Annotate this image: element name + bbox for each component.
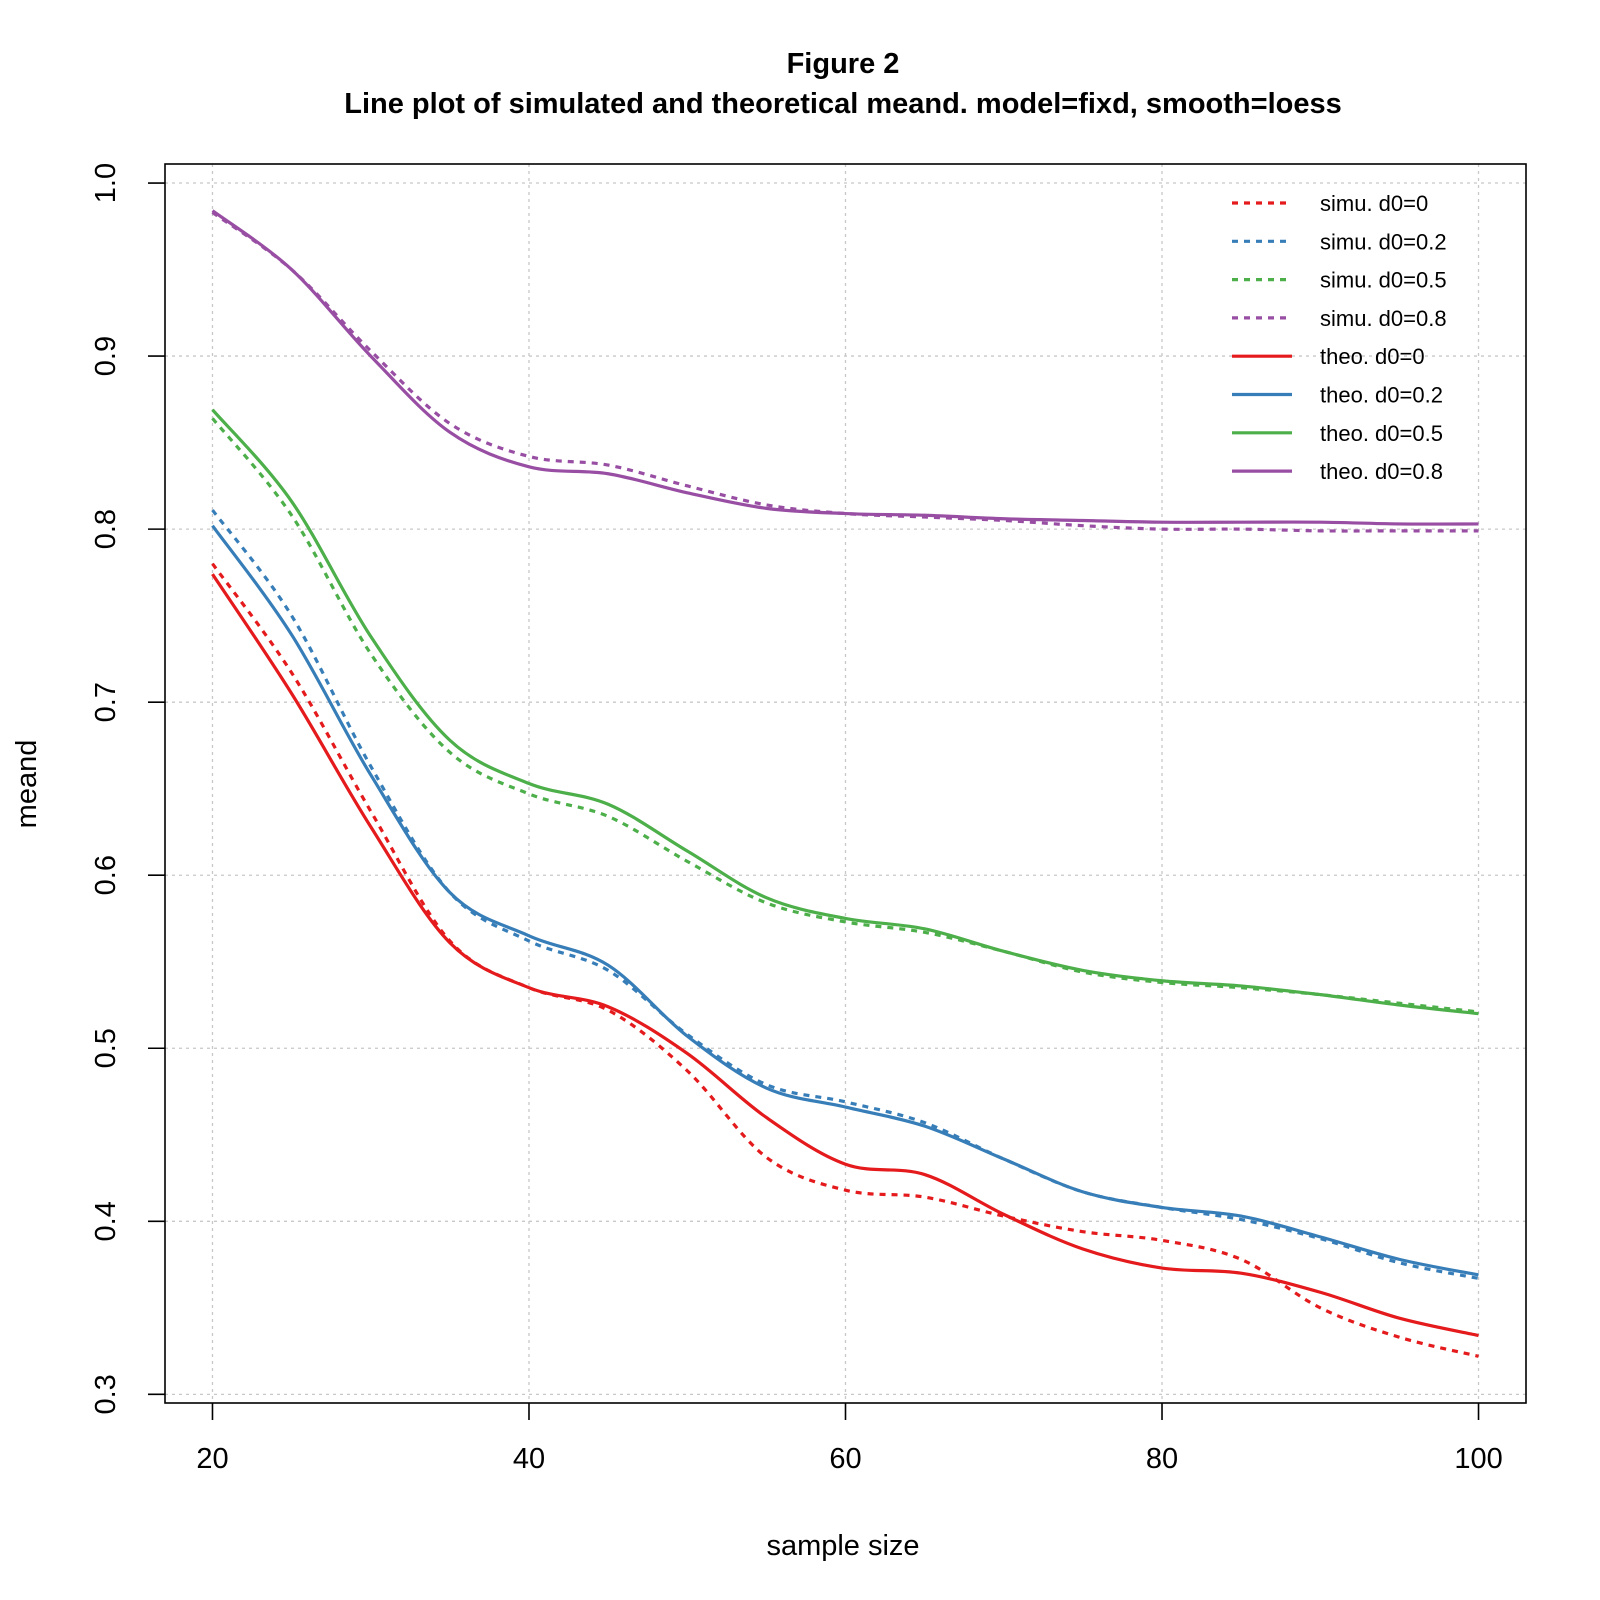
legend-label: simu. d0=0 [1320,191,1428,216]
series-line-theo-d0-0-5 [211,408,1479,1016]
legend-label: theo. d0=0.5 [1320,421,1443,446]
legend-label: theo. d0=0 [1320,344,1425,369]
y-tick-label: 0.7 [90,682,122,722]
x-axis-label: sample size [766,1530,919,1562]
legend-label: theo. d0=0.2 [1320,383,1443,408]
y-tick-label: 0.5 [90,1028,122,1068]
legend-label: simu. d0=0.5 [1320,268,1447,293]
x-tick-label: 100 [1454,1443,1502,1475]
x-tick-label: 80 [1146,1443,1178,1475]
series-line-simu-d0-0 [211,562,1479,1358]
y-tick-label: 0.9 [90,336,122,376]
y-tick-label: 0.4 [90,1201,122,1241]
series-line-theo-d0-0 [211,573,1479,1338]
legend: simu. d0=0 simu. d0=0.2 simu. d0=0.5 simu. … [1232,191,1447,484]
x-tick-label: 20 [196,1443,228,1475]
y-tick-label: 0.6 [90,855,122,895]
y-tick-label: 0.3 [90,1374,122,1414]
x-tick-label: 40 [513,1443,545,1475]
chart-title: Figure 2 [787,48,900,80]
grid [165,164,1526,1403]
y-tick-label: 1.0 [90,163,122,203]
series-line-theo-d0-0-2 [211,524,1479,1277]
series-line-theo-d0-0-8 [211,209,1479,526]
chart-subtitle: Line plot of simulated and theoretical m… [344,88,1341,120]
y-axis-label: meand [11,740,43,829]
series-line-simu-d0-0-5 [211,417,1479,1014]
legend-label: theo. d0=0.8 [1320,459,1443,484]
x-axis: 20 40 60 80 100 [196,1403,1503,1475]
series-line-simu-d0-0-2 [211,509,1479,1280]
series-lines [211,209,1479,1358]
series-line-simu-d0-0-8 [211,211,1479,533]
legend-label: simu. d0=0.2 [1320,229,1447,254]
y-axis: 0.3 0.4 0.5 0.6 0.7 0.8 0.9 1.0 [90,163,165,1415]
y-tick-label: 0.8 [90,509,122,549]
legend-label: simu. d0=0.8 [1320,306,1447,331]
x-tick-label: 60 [829,1443,861,1475]
